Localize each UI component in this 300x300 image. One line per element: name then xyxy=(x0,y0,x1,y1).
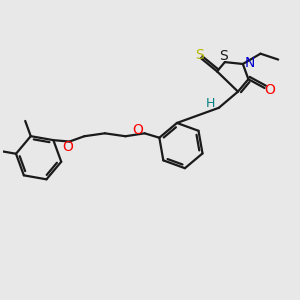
Text: O: O xyxy=(133,123,144,137)
Text: N: N xyxy=(244,56,254,70)
Text: O: O xyxy=(63,140,74,154)
Text: O: O xyxy=(264,82,275,97)
Text: S: S xyxy=(195,48,204,62)
Text: H: H xyxy=(206,97,215,110)
Text: S: S xyxy=(219,49,228,63)
